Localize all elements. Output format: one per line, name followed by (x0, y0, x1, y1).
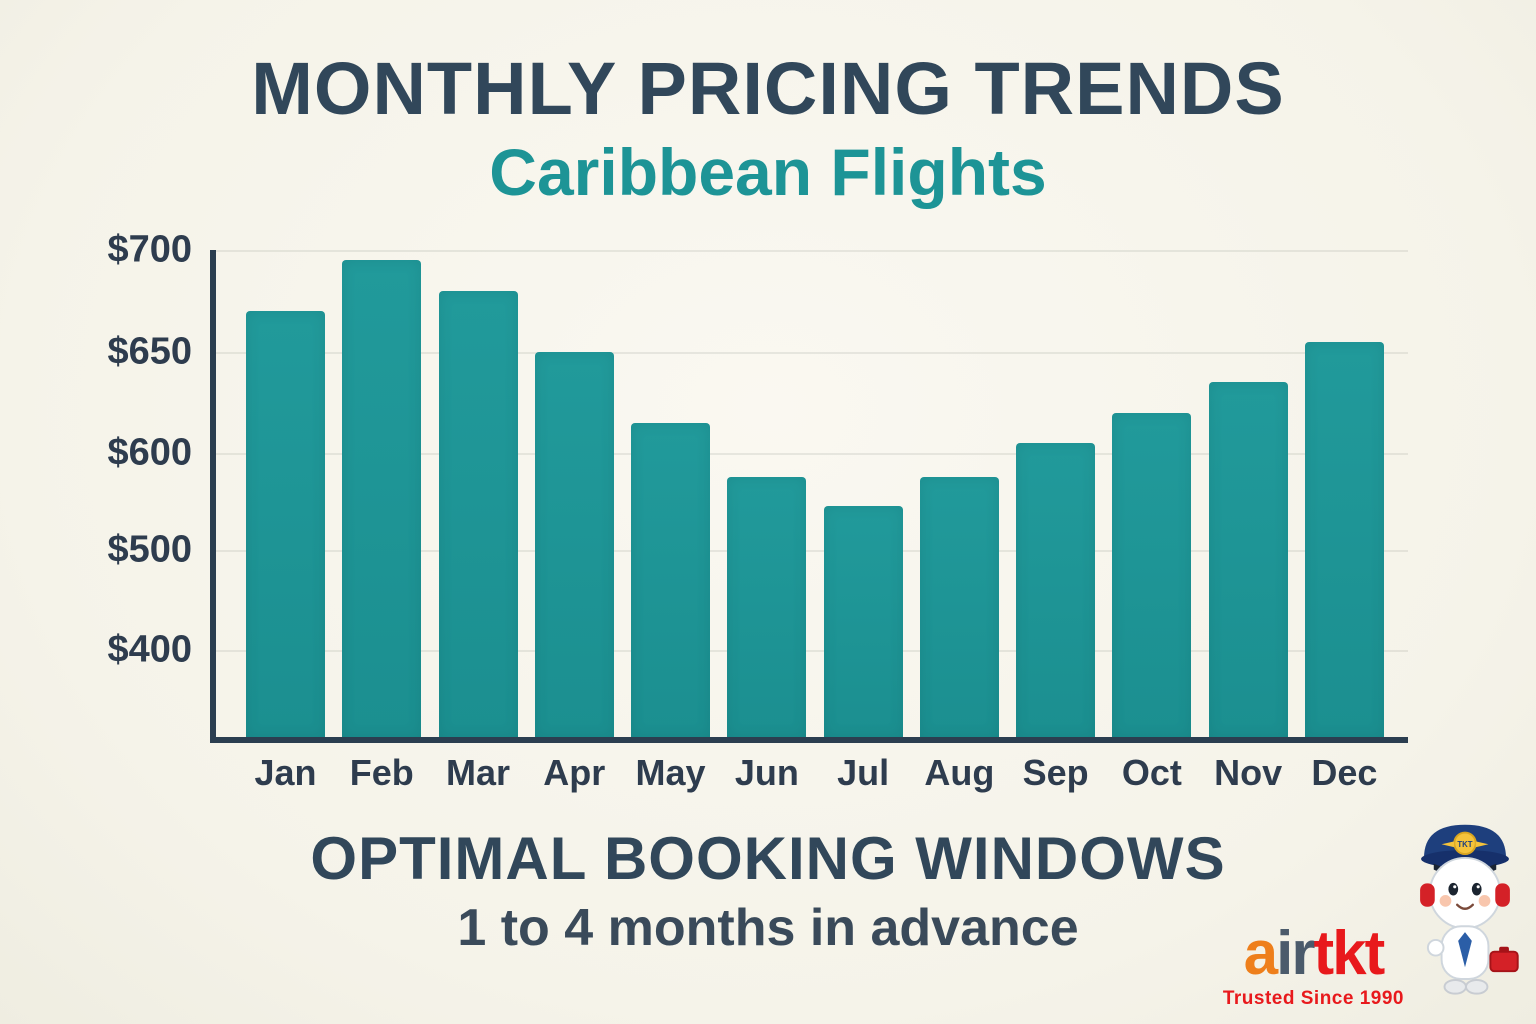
x-axis-label: Jan (254, 752, 317, 793)
x-axis-label: Oct (1121, 752, 1182, 793)
bars-group (216, 250, 1408, 737)
x-axis-label: Nov (1214, 752, 1283, 793)
booking-windows-subheading: 1 to 4 months in advance (457, 899, 1079, 957)
x-axis-label: Aug (924, 752, 995, 793)
gridline (216, 250, 1408, 252)
bar-sep (1016, 443, 1096, 737)
bar-jun (727, 477, 807, 737)
bar-aug (919, 477, 999, 737)
bar-mar (438, 291, 518, 737)
bar-may (631, 423, 711, 737)
cap-badge-text: TKT (1457, 840, 1472, 849)
x-axis-label: Sep (1022, 752, 1089, 793)
bar-chart-plot-area: $700 $650 $600 $500 $400 (107, 229, 1408, 743)
cap-badge (1453, 831, 1477, 856)
pilot-mascot-illustration: TKT (1420, 824, 1519, 995)
x-axis-label: Mar (446, 752, 511, 793)
headset-left (1420, 883, 1435, 907)
logo-letter-a: a (1243, 919, 1279, 988)
airtkt-logo: airtkt Trusted Since 1990 TKT (1223, 815, 1524, 1020)
mascot-face (1428, 856, 1502, 930)
chart-title: MONTHLY PRICING TRENDS (251, 47, 1285, 130)
red-suitcase (1489, 950, 1519, 973)
bar-nov (1208, 382, 1288, 737)
bar-oct (1112, 413, 1192, 737)
bar-jul (823, 506, 903, 737)
x-axis-label: Dec (1311, 752, 1378, 793)
x-axis-label: May (635, 752, 706, 793)
bar-jan (246, 311, 325, 737)
chart-subtitle: Caribbean Flights (489, 135, 1047, 209)
logo-tagline: Trusted Since 1990 (1222, 988, 1404, 1009)
x-axis: Jan Feb Mar Apr May Jun Jul Aug Sep Oct Nov Dec (216, 752, 1408, 794)
x-axis-label: Jul (837, 752, 890, 793)
booking-windows-heading: OPTIMAL BOOKING WINDOWS (310, 825, 1226, 892)
y-axis-tick-label: $700 (107, 228, 192, 271)
y-axis-tick-label: $400 (107, 628, 192, 671)
bar-feb (342, 260, 422, 737)
gridline (216, 352, 1408, 354)
y-axis-tick-label: $600 (107, 431, 192, 474)
headset-right (1495, 883, 1510, 907)
y-axis-tick-label: $650 (107, 330, 192, 373)
airtkt-logo-text: airtkt (1223, 923, 1404, 985)
logo-letters-tkt: tkt (1313, 919, 1385, 988)
bar-apr (534, 352, 614, 737)
gridline (216, 650, 1408, 652)
x-axis-label: Apr (543, 752, 606, 793)
x-axis-label: Jun (734, 752, 799, 793)
logo-letters-ir: ir (1276, 919, 1315, 988)
airtkt-wordmark: airtkt Trusted Since 1990 (1223, 923, 1404, 1020)
gridline (216, 550, 1408, 552)
x-axis-label: Feb (349, 752, 414, 793)
y-axis-tick-label: $500 (107, 528, 192, 571)
gridline (216, 453, 1408, 455)
mascot-tie (1458, 932, 1472, 968)
bar-dec (1304, 342, 1384, 737)
